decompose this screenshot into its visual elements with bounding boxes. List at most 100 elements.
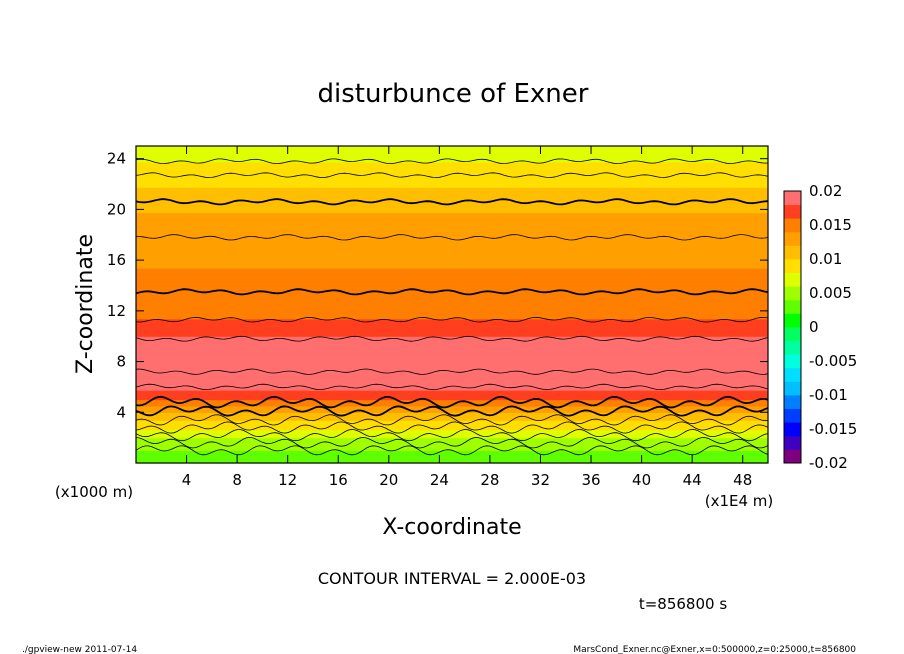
colorbar: 0.02 0.015 0.01 0.005 0 -0.005 -0.01 -0.015 -0.0… [783,182,857,472]
contour-band [136,336,768,339]
contour-band [136,344,768,347]
contour-line [135,395,769,409]
colorbar-swatch [784,435,801,450]
contour-band [136,445,768,448]
contour-band [136,356,768,359]
contour-band [136,207,768,210]
contour-band [136,180,768,184]
contour-band [136,250,768,253]
contour-band [136,161,768,165]
contour-band [136,396,768,399]
contour-band [136,206,768,209]
contour-band [136,268,768,271]
contour-line [135,421,769,434]
contour-band [136,352,768,355]
contour-band [136,321,768,325]
contour-band [136,334,768,337]
contour-band [136,459,768,463]
contour-line [135,368,769,375]
contour-band [136,309,768,312]
contour-band [136,443,768,447]
contour-band [136,239,768,242]
colorbar-tick-label: -0.01 [809,386,848,404]
colorbar-swatch [784,299,801,314]
contour-band [136,312,768,315]
contour-band [136,234,768,237]
contour-band [136,328,768,331]
contour-band [136,315,768,318]
contour-band [136,431,768,434]
y-axis-ticks: 4 8 12 16 20 24 [107,150,768,421]
contour-band [136,361,768,364]
contour-line [135,198,769,206]
contour-band [136,447,768,450]
contour-band [136,209,768,212]
contour-band [136,255,768,258]
contour-band [136,398,768,401]
colorbar-swatch [784,286,801,301]
contour-band [136,260,768,263]
contour-band [136,204,768,207]
contour-band [136,304,768,307]
contour-band [136,152,768,155]
contour-band [136,345,768,348]
colorbar-swatch [784,422,801,437]
x-tick-label: 8 [232,471,242,489]
contour-band [136,350,768,353]
contour-band [136,424,768,428]
contour-band [136,217,768,220]
contour-band [136,402,768,405]
contour-band [136,210,768,214]
x-tick-label: 28 [480,471,499,489]
footer-left: ./gpview-new 2011-07-14 [22,645,137,654]
contour-band [136,245,768,249]
contour-band [136,258,768,261]
colorbar-tick-label: 0.015 [809,216,852,234]
contour-band [136,263,768,266]
contour-band [136,410,768,413]
contour-band [136,364,768,367]
contour-band [136,279,768,282]
contour-band [136,326,768,329]
contour-band [136,165,768,168]
contour-band [136,190,768,193]
contour-band [136,426,768,429]
contour-band [136,409,768,412]
contour-band [136,353,768,356]
contour-band [136,157,768,160]
contour-band [136,266,768,269]
contour-band [136,282,768,285]
x-axis-label: X-coordinate [382,515,521,540]
colorbar-swatch [784,218,801,233]
contour-band [136,150,768,153]
contour-band [136,233,768,236]
contour-band [136,291,768,295]
y-axis-label: Z-coordinate [73,234,98,374]
contour-band [136,432,768,436]
contour-band [136,147,768,150]
contour-band [136,450,768,453]
contour-band [136,442,768,445]
contour-band [136,256,768,260]
contour-band [136,451,768,455]
x-tick-label: 40 [632,471,651,489]
time-text: t=856800 s [639,595,727,613]
colorbar-swatch [784,381,801,396]
contour-band [136,277,768,280]
contour-band [136,380,768,383]
contour-band [136,355,768,358]
colorbar-swatch [784,408,801,423]
contour-band [136,436,768,439]
contour-band [136,420,768,423]
contour-band [136,280,768,283]
contour-band [136,366,768,369]
x-tick-label: 20 [379,471,398,489]
contour-band [136,363,768,366]
contour-band [136,418,768,421]
contour-band [136,288,768,291]
contour-band [136,372,768,375]
colorbar-swatch [784,395,801,409]
contour-band [136,437,768,440]
contour-band [136,241,768,244]
